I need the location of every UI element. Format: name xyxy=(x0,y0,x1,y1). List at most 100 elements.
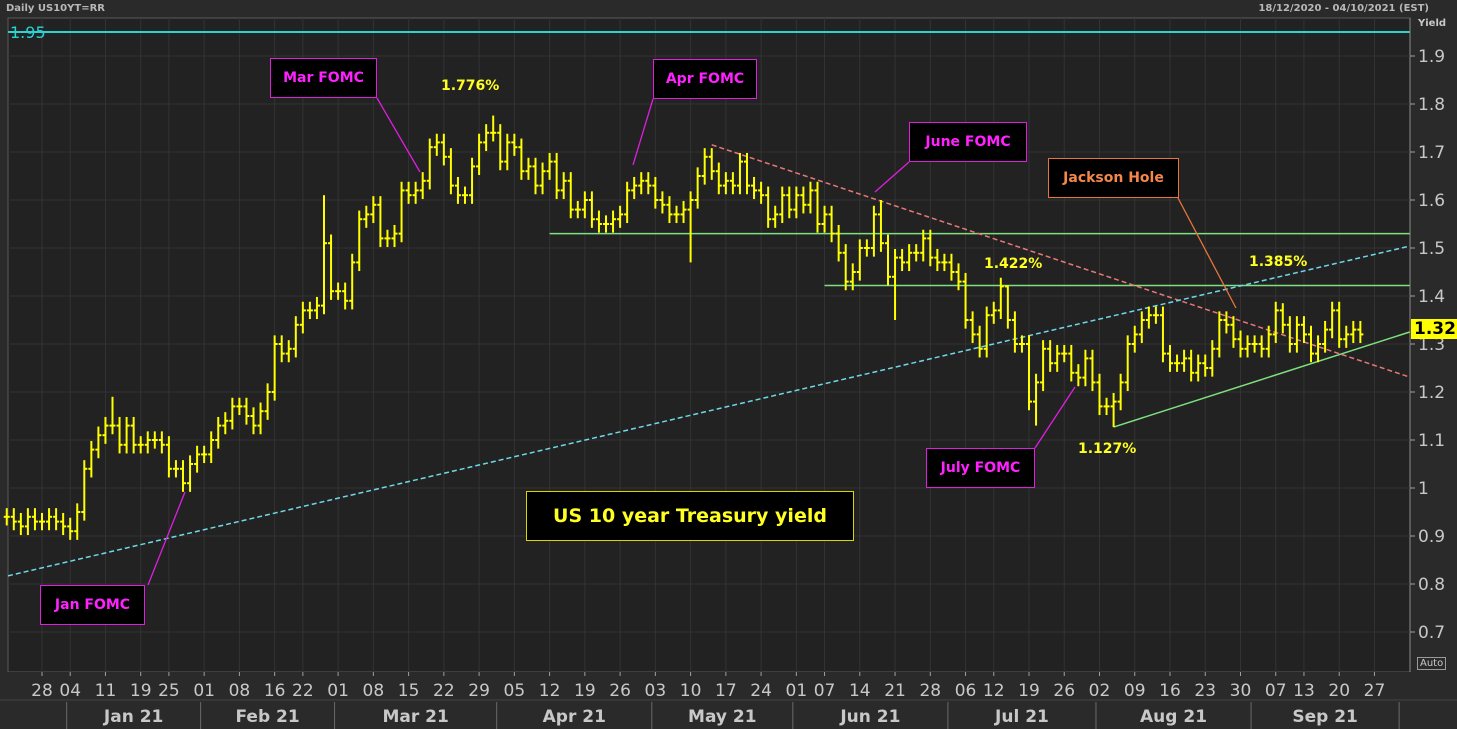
month-label: Jul 21 xyxy=(994,707,1049,727)
ohlc-bar xyxy=(553,152,560,200)
ohlc-bar xyxy=(927,229,934,267)
ohlc-bar xyxy=(976,325,983,358)
ohlc-bar xyxy=(962,272,969,329)
ohlc-bar xyxy=(1230,316,1237,348)
ohlc-bar xyxy=(1103,397,1110,416)
last-value-tag: 1.32 xyxy=(1411,319,1457,339)
ohlc-bar xyxy=(603,215,609,233)
ohlc-bar xyxy=(1244,335,1251,358)
trendline-downtrend-dashed xyxy=(711,144,1410,378)
ohlc-bar xyxy=(462,186,468,204)
ohlc-bar xyxy=(264,383,271,420)
ohlc-bar xyxy=(1300,316,1307,344)
ohlc-bar xyxy=(1096,373,1103,416)
ohlc-bar xyxy=(948,253,955,281)
ohlc-bar xyxy=(412,181,419,204)
ohlc-bar xyxy=(1343,325,1350,348)
y-axis-area xyxy=(1411,18,1457,672)
ohlc-bar xyxy=(257,402,264,435)
annotation-jan-fomc: Jan FOMC xyxy=(40,585,145,625)
x-tick-label: 09 xyxy=(1124,681,1146,701)
ohlc-bar xyxy=(1026,335,1032,411)
x-tick-label: 08 xyxy=(229,681,251,701)
ohlc-bar xyxy=(680,200,687,224)
ohlc-bar xyxy=(1272,301,1279,344)
ohlc-bar xyxy=(46,508,53,531)
ohlc-bar xyxy=(1047,340,1054,372)
ohlc-bar xyxy=(1004,285,1011,329)
auto-scale-button[interactable]: Auto xyxy=(1417,657,1447,670)
x-tick-label: 26 xyxy=(1053,681,1075,701)
ohlc-bar xyxy=(588,191,595,228)
leader-line-mar xyxy=(376,97,421,173)
ohlc-bar xyxy=(109,396,116,435)
ohlc-bar xyxy=(1322,320,1329,353)
ohlc-bar xyxy=(1336,301,1343,348)
ohlc-bar xyxy=(722,172,729,195)
ohlc-bar xyxy=(391,224,398,248)
ohlc-bar xyxy=(645,172,652,195)
ohlc-bar xyxy=(1258,335,1265,358)
x-tick-label: 06 xyxy=(955,681,977,701)
ohlc-bar xyxy=(1089,349,1096,392)
ohlc-bar xyxy=(1265,325,1272,358)
ohlc-bar xyxy=(581,191,588,219)
ohlc-bar xyxy=(74,503,81,540)
x-tick-label: 12 xyxy=(539,681,561,701)
ohlc-bar xyxy=(490,115,497,142)
ohlc-bar xyxy=(321,195,327,315)
ohlc-bar xyxy=(419,172,426,200)
ohlc-bar xyxy=(229,397,236,430)
month-label: Feb 21 xyxy=(235,707,299,727)
x-tick-label: 01 xyxy=(786,681,808,701)
ohlc-bar xyxy=(476,133,483,176)
ohlc-bar xyxy=(863,239,870,257)
ohlc-bar xyxy=(842,244,849,291)
ohlc-bar xyxy=(137,436,144,454)
month-label: May 21 xyxy=(688,707,757,727)
x-tick-label: 21 xyxy=(884,681,906,701)
ohlc-bar xyxy=(997,277,1004,320)
ohlc-bar xyxy=(574,200,581,219)
y-tick-label: 1.2 xyxy=(1418,383,1445,403)
ohlc-bar xyxy=(384,229,391,248)
x-tick-label: 08 xyxy=(363,681,385,701)
ohlc-bar xyxy=(10,508,17,531)
x-tick-label: 22 xyxy=(292,681,314,701)
ohlc-bar xyxy=(941,253,948,272)
ohlc-bar xyxy=(701,148,708,185)
ohlc-bar xyxy=(405,181,412,204)
ohlc-bar xyxy=(1279,303,1286,334)
ohlc-bar xyxy=(1188,349,1195,382)
ohlc-bar xyxy=(877,200,884,252)
ohlc-bar xyxy=(67,517,74,540)
ohlc-bar xyxy=(849,263,856,291)
y-tick-label: 0.9 xyxy=(1418,527,1445,547)
ohlc-bar xyxy=(440,133,447,166)
ohlc-bar xyxy=(497,124,504,171)
ohlc-bar xyxy=(81,460,88,521)
x-tick-label: 01 xyxy=(193,681,215,701)
ohlc-bar xyxy=(821,205,828,233)
value-label-1385: 1.385% xyxy=(1249,254,1308,270)
ohlc-bar xyxy=(539,162,546,195)
x-tick-label: 07 xyxy=(814,681,836,701)
month-label: Apr 21 xyxy=(543,707,606,727)
ohlc-bar xyxy=(983,306,990,358)
ohlc-bar xyxy=(1251,335,1258,353)
x-tick-label: 25 xyxy=(158,681,180,701)
ohlc-bar xyxy=(772,205,779,228)
ohlc-bar xyxy=(292,316,299,358)
ohlc-bar xyxy=(201,445,208,464)
ohlc-bar xyxy=(1315,335,1322,363)
ohlc-bar xyxy=(165,436,172,478)
x-tick-label: 26 xyxy=(609,681,631,701)
ohlc-bar xyxy=(814,181,821,233)
y-tick-label: 1.4 xyxy=(1418,287,1445,307)
ohlc-bar xyxy=(1075,364,1082,387)
ohlc-bar xyxy=(617,205,624,228)
ohlc-bar xyxy=(363,205,370,228)
ohlc-bar xyxy=(250,407,257,435)
ohlc-bar xyxy=(1110,392,1117,428)
